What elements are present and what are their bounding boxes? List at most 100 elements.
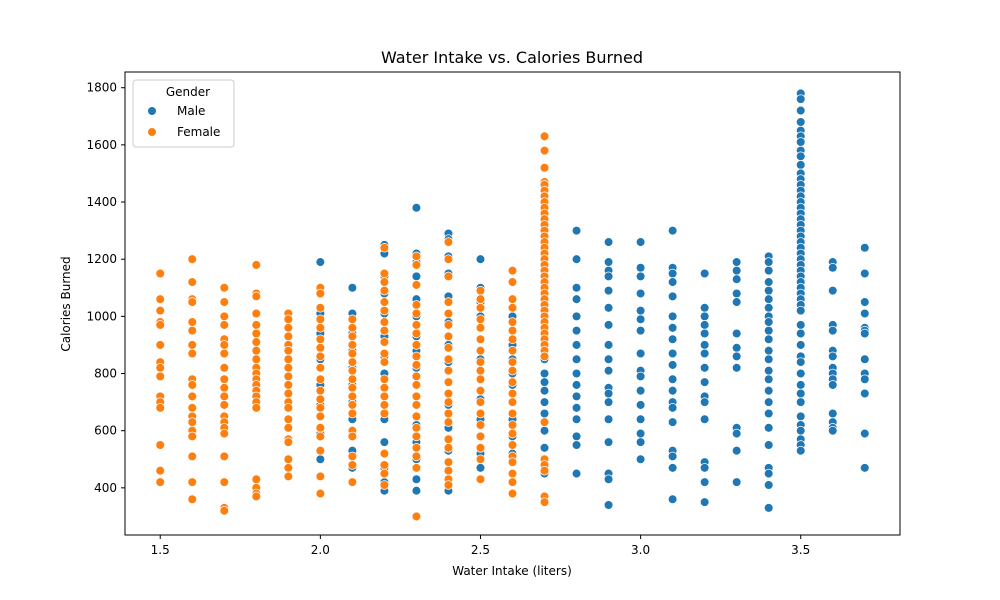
point-male-118 xyxy=(603,340,614,350)
point-female-226 xyxy=(507,428,518,439)
point-female-202 xyxy=(475,374,486,385)
point-male-187 xyxy=(731,351,742,362)
point-female-15 xyxy=(187,254,198,264)
y-tick-label: 1600 xyxy=(86,138,117,152)
point-male-114 xyxy=(603,271,614,282)
point-male-273 xyxy=(827,351,838,362)
point-female-211 xyxy=(507,265,518,276)
point-female-159 xyxy=(411,351,422,362)
point-female-1 xyxy=(155,294,166,304)
x-tick-label: 2.5 xyxy=(471,543,490,557)
point-female-114 xyxy=(347,314,358,324)
point-male-202 xyxy=(763,325,774,336)
point-female-146 xyxy=(379,408,390,419)
point-male-99 xyxy=(571,311,582,322)
point-male-214 xyxy=(763,468,774,479)
point-female-31 xyxy=(187,451,198,462)
point-male-120 xyxy=(603,365,614,376)
point-male-219 xyxy=(795,105,806,116)
point-male-175 xyxy=(699,414,710,425)
point-female-233 xyxy=(539,131,550,142)
point-female-221 xyxy=(507,377,518,387)
point-male-261 xyxy=(795,411,806,422)
point-male-266 xyxy=(795,445,806,456)
point-male-150 xyxy=(667,311,678,322)
point-female-107 xyxy=(315,403,326,413)
point-female-102 xyxy=(315,351,326,362)
point-female-194 xyxy=(475,294,486,304)
point-male-109 xyxy=(571,440,582,450)
point-female-268 xyxy=(539,417,550,427)
point-female-199 xyxy=(475,345,486,356)
point-male-119 xyxy=(603,354,614,365)
point-female-213 xyxy=(507,294,518,304)
point-male-103 xyxy=(571,368,582,379)
y-axis-label: Calories Burned xyxy=(59,256,73,351)
point-male-133 xyxy=(635,305,646,316)
point-male-96 xyxy=(571,254,582,264)
point-male-192 xyxy=(731,477,742,487)
point-female-177 xyxy=(443,320,454,330)
x-tick-label: 2.0 xyxy=(311,543,330,557)
point-female-137 xyxy=(379,317,390,327)
point-male-36 xyxy=(411,271,422,282)
point-female-215 xyxy=(507,317,518,327)
point-female-132 xyxy=(379,268,390,279)
point-female-232 xyxy=(507,488,518,499)
point-male-97 xyxy=(571,283,582,293)
point-female-142 xyxy=(379,374,390,385)
point-female-11 xyxy=(155,403,166,413)
point-female-217 xyxy=(507,334,518,345)
point-male-199 xyxy=(763,303,774,313)
point-male-172 xyxy=(699,377,710,387)
point-female-214 xyxy=(507,303,518,313)
point-female-152 xyxy=(411,260,422,270)
point-female-172 xyxy=(443,237,454,247)
y-tick-label: 1200 xyxy=(86,252,117,266)
point-male-102 xyxy=(571,354,582,365)
point-female-111 xyxy=(315,445,326,456)
point-female-84 xyxy=(283,380,294,390)
point-female-22 xyxy=(187,348,198,359)
point-female-144 xyxy=(379,391,390,402)
point-female-127 xyxy=(347,431,358,442)
point-female-208 xyxy=(475,443,486,453)
point-female-212 xyxy=(507,277,518,287)
point-female-143 xyxy=(379,383,390,393)
point-female-190 xyxy=(443,465,454,476)
point-male-277 xyxy=(827,380,838,390)
legend-entries: Male Female xyxy=(147,104,220,139)
point-male-108 xyxy=(571,431,582,442)
point-male-195 xyxy=(763,265,774,276)
point-male-123 xyxy=(603,397,614,407)
point-female-59 xyxy=(251,328,262,339)
point-male-122 xyxy=(603,388,614,399)
point-male-159 xyxy=(667,417,678,427)
point-male-48 xyxy=(411,485,422,496)
point-female-180 xyxy=(443,354,454,365)
point-male-292 xyxy=(859,388,870,399)
point-female-192 xyxy=(443,480,454,490)
point-male-197 xyxy=(763,285,774,296)
point-male-163 xyxy=(667,494,678,505)
point-female-122 xyxy=(347,383,358,393)
point-female-28 xyxy=(187,417,198,427)
point-female-44 xyxy=(219,391,230,402)
point-female-220 xyxy=(507,365,518,376)
legend-label-male: Male xyxy=(177,104,205,118)
point-female-105 xyxy=(315,385,326,396)
point-male-140 xyxy=(635,400,646,410)
point-female-184 xyxy=(443,397,454,407)
point-female-140 xyxy=(379,348,390,359)
point-female-4 xyxy=(155,320,166,330)
point-female-119 xyxy=(347,357,358,367)
point-female-128 xyxy=(347,451,358,462)
point-female-203 xyxy=(475,385,486,396)
x-tick-label: 1.5 xyxy=(151,543,170,557)
point-male-166 xyxy=(699,311,710,322)
point-female-139 xyxy=(379,337,390,347)
point-female-41 xyxy=(219,363,230,373)
y-tick-label: 1800 xyxy=(86,81,117,95)
point-female-153 xyxy=(411,280,422,290)
